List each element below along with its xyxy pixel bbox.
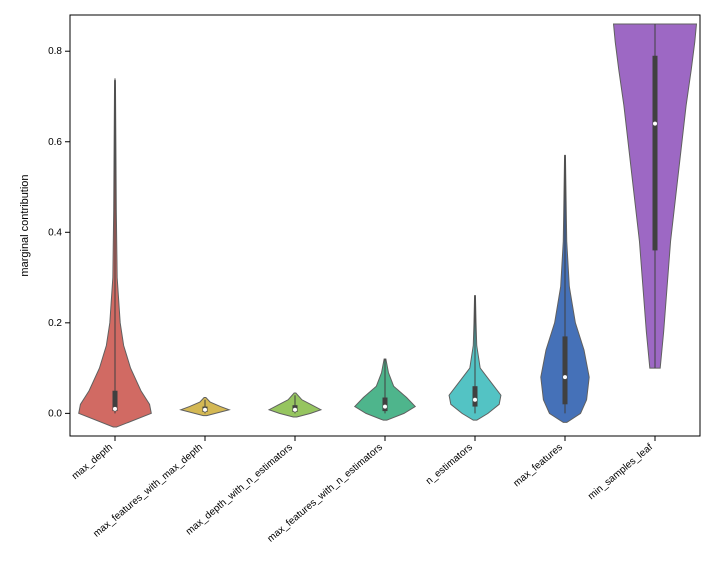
violin-median	[653, 122, 657, 126]
violin-median	[383, 405, 387, 409]
violin-box	[473, 386, 478, 406]
y-tick-label: 0.6	[48, 137, 62, 148]
x-tick-label: max_features	[511, 442, 564, 489]
y-tick-label: 0.0	[48, 408, 62, 419]
chart-svg: 0.0 0.2 0.4 0.6 0.8 marginal contribution max_…	[0, 0, 720, 576]
x-tick-label: min_samples_leaf	[586, 442, 655, 502]
violin-median	[293, 408, 297, 412]
violin-box	[563, 336, 568, 404]
x-tick-label: max_depth	[70, 442, 115, 482]
violin-box	[383, 398, 388, 412]
x-tick-label: max_depth_with_n_estimators	[184, 442, 295, 538]
violin-median	[113, 407, 117, 411]
violin-median	[563, 375, 567, 379]
y-axis-title: marginal contribution	[19, 174, 31, 276]
y-tick-label: 0.2	[48, 318, 62, 329]
violin-box	[653, 56, 658, 251]
violin-median	[473, 398, 477, 402]
y-tick-label: 0.8	[48, 46, 62, 57]
x-tick-label: n_estimators	[424, 442, 475, 487]
violin-median	[203, 408, 207, 412]
y-tick-label: 0.4	[48, 227, 62, 238]
violin-chart: 0.0 0.2 0.4 0.6 0.8 marginal contribution max_…	[0, 0, 720, 576]
